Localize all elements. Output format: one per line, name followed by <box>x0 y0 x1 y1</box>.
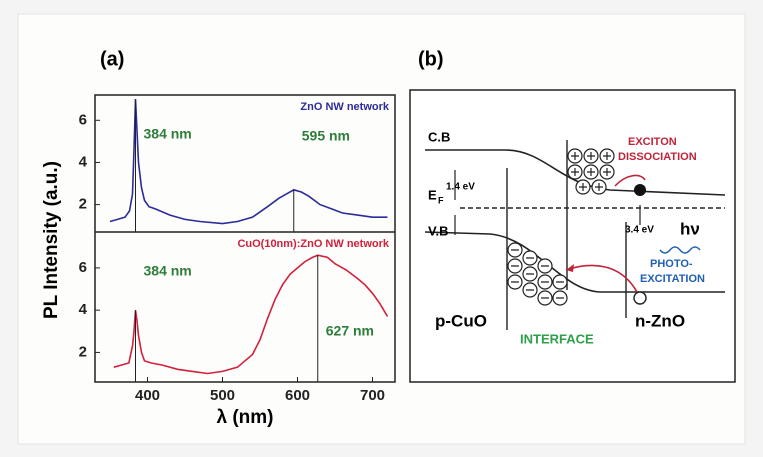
spectrum-line <box>113 254 389 375</box>
y-tick-label: 2 <box>79 196 87 213</box>
peak-label: 384 nm <box>144 126 192 142</box>
vb-label: V.B <box>428 223 448 238</box>
interface-label: INTERFACE <box>520 331 594 346</box>
electron-dot <box>633 291 647 305</box>
y-axis-label: PL Intensity (a.u.) <box>41 161 62 319</box>
x-tick-label: 700 <box>360 387 385 404</box>
band-diagram: (b) C.B V.B E F 1.4 eV 3.4 eV hν EXCITON… <box>409 48 736 383</box>
panel-label: (b) <box>418 48 444 70</box>
gap-label: 3.4 eV <box>625 225 654 236</box>
arrowhead <box>566 264 574 272</box>
exciton-label: EXCITON <box>628 136 677 148</box>
photon-label: hν <box>680 219 700 238</box>
material-label: n-ZnO <box>635 311 685 330</box>
gap-arrows <box>454 170 641 235</box>
material-label: p-CuO <box>435 311 487 330</box>
spectrum-line <box>109 99 388 225</box>
panel-label: (a) <box>100 48 124 70</box>
photo-label: PHOTO- <box>650 258 693 270</box>
y-tick-label: 4 <box>79 153 88 170</box>
ef-label: E <box>428 187 437 202</box>
hole-dot <box>634 184 646 196</box>
x-axis-label: λ (nm) <box>217 407 274 428</box>
photo-label: EXCITATION <box>640 273 705 285</box>
y-tick-label: 4 <box>79 301 88 318</box>
ef-subscript: F <box>438 195 444 205</box>
gap-label: 1.4 eV <box>446 182 475 193</box>
exciton-label: DISSOCIATION <box>618 151 697 163</box>
photon-wave <box>659 246 701 254</box>
diagram-frame <box>409 89 736 383</box>
peak-label: 595 nm <box>302 128 350 144</box>
y-tick-label: 2 <box>79 343 87 360</box>
peak-label: 384 nm <box>144 263 192 279</box>
x-tick-label: 400 <box>135 387 160 404</box>
peak-label: 627 nm <box>326 323 374 339</box>
y-tick-label: 6 <box>79 111 87 128</box>
cb-label: C.B <box>428 129 450 144</box>
plot-frame <box>94 94 396 383</box>
electrons <box>507 242 568 306</box>
legend-entry: CuO(10nm):ZnO NW network <box>237 238 389 250</box>
y-tick-label: 6 <box>79 259 87 276</box>
x-tick-label: 500 <box>210 387 235 404</box>
legend-entry: ZnO NW network <box>300 101 389 113</box>
x-tick-label: 600 <box>285 387 310 404</box>
dissociation-arrow <box>614 174 646 187</box>
holes <box>567 148 615 195</box>
